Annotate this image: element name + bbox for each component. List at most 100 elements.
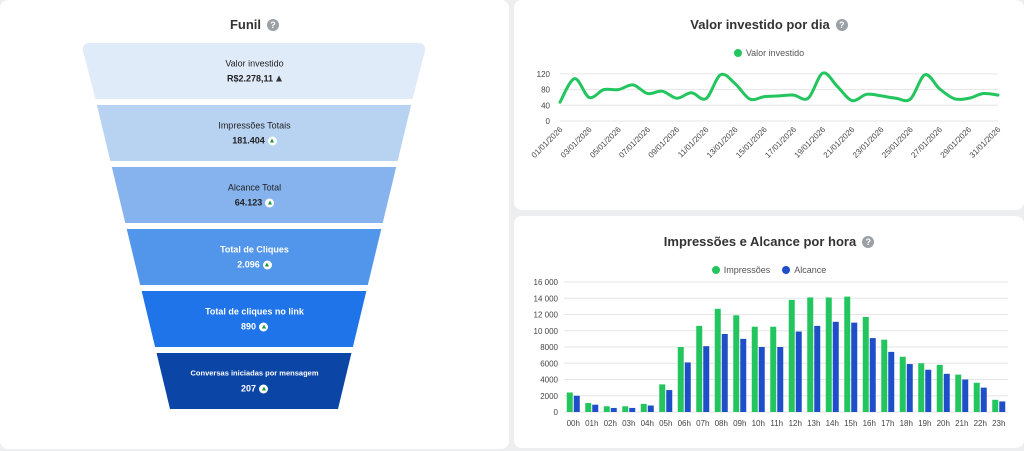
trend-up-icon [259,384,269,393]
funnel-stage-value: 207 [241,382,269,396]
bar-impressoes[interactable] [603,406,610,412]
x-tick-label: 09h [733,419,746,428]
bar-impressoes[interactable] [918,363,925,412]
funnel-stage[interactable]: Conversas iniciadas por mensagem 207 [0,353,509,409]
line-chart-card: Valor investido por dia ? Valor investid… [514,0,1024,210]
x-tick-label: 01h [585,419,598,428]
bar-alcance[interactable] [943,373,950,412]
bar-alcance[interactable] [684,362,691,412]
y-tick-label: 4000 [540,376,558,385]
bar-impressoes[interactable] [751,326,758,412]
funnel-stage[interactable]: Total de cliques no link 890 [0,291,509,347]
bar-impressoes[interactable] [714,308,721,412]
legend-item-alcance[interactable]: Alcance [782,265,826,275]
bar-alcance[interactable] [629,407,636,412]
bar-alcance[interactable] [721,334,728,412]
bar-alcance[interactable] [869,338,876,412]
bar-chart: 0 2000 4000 6000 8000 10 000 12 000 14 000 16 00… [534,278,1008,428]
funnel-card: Funil ? Valor investido R$2.278,11 Impress… [0,0,509,449]
funnel-stage-shape [141,291,367,347]
x-tick-label: 04h [641,419,654,428]
bar-impressoes[interactable] [770,326,777,412]
x-tick-label: 11h [770,419,783,428]
line-chart-legend[interactable]: Valor investido [514,48,1024,58]
bar-impressoes[interactable] [659,384,666,412]
bar-chart-legend[interactable]: Impressões Alcance [514,265,1024,275]
bar-alcance[interactable] [999,401,1006,412]
bar-impressoes[interactable] [862,316,869,412]
legend-item-impressoes[interactable]: Impressões [711,265,770,275]
bar-alcance[interactable] [980,387,987,412]
y-tick-label: 16 000 [534,278,559,287]
bar-alcance[interactable] [906,364,913,412]
funnel-stage-label: Alcance Total [227,182,282,193]
bar-alcance[interactable] [795,331,802,412]
bar-alcance[interactable] [777,347,784,412]
x-tick-label: 14h [826,419,839,428]
bar-alcance[interactable] [851,322,858,412]
bar-impressoes[interactable] [733,315,740,412]
bar-alcance[interactable] [832,321,839,412]
funnel-shape [82,43,426,409]
funnel-stage-shape [96,105,412,161]
help-icon[interactable]: ? [267,18,280,31]
funnel-stage[interactable]: Impressões Totais 181.404 [0,105,509,161]
bar-impressoes[interactable] [973,382,980,412]
funnel-title: Funil ? [0,17,509,32]
bar-impressoes[interactable] [936,364,943,412]
funnel-stage-label: Total de cliques no link [205,306,304,317]
funnel-stage[interactable]: Alcance Total 64.123 [0,167,509,223]
bar-alcance[interactable] [740,338,747,412]
funnel-stage[interactable]: Valor investido R$2.278,11 [0,43,509,99]
bar-impressoes[interactable] [622,406,629,412]
bar-impressoes[interactable] [844,296,851,412]
bar-impressoes[interactable] [640,403,647,412]
x-tick-label: 22h [974,419,987,428]
x-tick-label: 31/01/2026 [968,125,1003,160]
funnel-stage-label: Impressões Totais [218,120,291,131]
bar-impressoes[interactable] [566,392,573,413]
help-icon[interactable]: ? [835,18,848,31]
funnel-stage-label: Conversas iniciadas por mensagem [190,368,319,378]
bar-impressoes[interactable] [992,399,999,412]
x-tick-label: 03h [622,419,635,428]
legend-item-valor-investido[interactable]: Valor investido [733,48,804,58]
funnel-stage-value: 890 [241,320,269,334]
x-tick-label: 20h [937,419,950,428]
bar-alcance[interactable] [962,379,969,413]
bar-impressoes[interactable] [677,347,684,412]
x-tick-label: 21h [955,419,968,428]
funnel-stage-label: Total de Cliques [220,244,289,255]
bar-impressoes[interactable] [585,403,592,412]
bar-alcance[interactable] [592,404,599,412]
bar-alcance[interactable] [666,390,673,412]
y-tick-label: 12 000 [534,311,559,320]
bar-alcance[interactable] [925,369,932,412]
bar-alcance[interactable] [610,407,617,412]
funnel-stage-value: 2.096 [237,258,272,272]
bar-alcance[interactable] [703,346,710,412]
bar-impressoes[interactable] [825,297,832,412]
line-chart: 0408012001/01/202603/01/202605/01/202607… [530,70,1003,160]
y-tick-label: 14 000 [534,294,559,303]
x-tick-label: 13h [807,419,820,428]
help-icon[interactable]: ? [862,235,875,248]
bar-alcance[interactable] [758,347,765,412]
bar-impressoes[interactable] [807,297,814,412]
bar-alcance[interactable] [647,405,654,413]
bar-alcance[interactable] [814,325,821,412]
bar-alcance[interactable] [573,395,580,412]
funnel-stage-value: 64.123 [235,196,275,210]
bar-impressoes[interactable] [696,325,703,412]
bar-impressoes[interactable] [788,299,795,412]
bar-impressoes[interactable] [881,339,888,412]
funnel-stage-shape [156,353,352,409]
funnel-stage-value: 181.404 [232,134,277,148]
series-line-valor-investido [558,71,1000,104]
x-tick-label: 06h [678,419,691,428]
bar-impressoes[interactable] [955,374,962,412]
bar-impressoes[interactable] [899,356,906,412]
x-tick-label: 17h [881,419,894,428]
funnel-stage[interactable]: Total de Cliques 2.096 [0,229,509,285]
bar-alcance[interactable] [888,351,895,412]
